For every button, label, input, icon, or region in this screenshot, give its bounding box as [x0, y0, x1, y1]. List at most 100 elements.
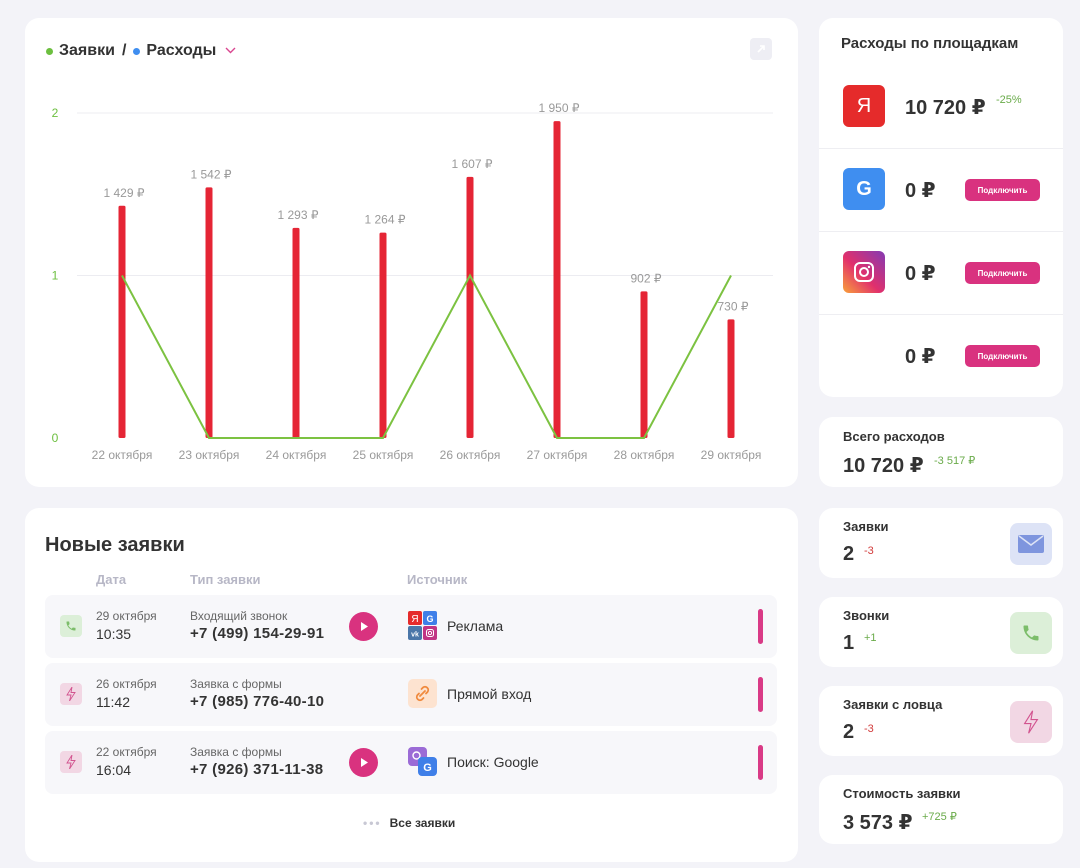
legend-expenses: Расходы [146, 42, 217, 59]
lead-phone: +7 (985) 776-40-10 [190, 693, 325, 710]
y-tick-label: 0 [52, 431, 59, 445]
play-button[interactable] [349, 612, 378, 641]
chart-legend[interactable]: Заявки / Расходы [46, 42, 236, 60]
platform-expenses-card: Расходы по площадкам Я 10 720 ₽ -25% G 0… [819, 18, 1063, 397]
bar-value-label: 1 429 ₽ [104, 186, 145, 200]
lead-status-bar [758, 745, 763, 780]
expense-bar [640, 291, 648, 438]
stat-change: +1 [864, 632, 877, 644]
bar-value-label: 1 950 ₽ [539, 101, 580, 115]
x-tick-label: 29 октября [701, 448, 762, 462]
bar-value-label: 1 542 ₽ [191, 167, 232, 181]
expense-bar [118, 205, 126, 438]
google-logo-text: G [856, 177, 872, 200]
lead-time: 11:42 [96, 694, 130, 710]
stat-label: Заявки [843, 519, 889, 534]
lead-time: 16:04 [96, 762, 132, 778]
stat-card-catcher-leads: Заявки с ловца 2 -3 [819, 686, 1063, 756]
stat-card-calls: Звонки 1 +1 [819, 597, 1063, 667]
all-leads-link[interactable]: ••• Все заявки [363, 816, 455, 830]
mail-icon [1010, 523, 1052, 565]
new-leads-card: Новые заявки Дата Тип заявки Источник 29… [25, 508, 798, 862]
dots-icon: ••• [363, 816, 382, 830]
svg-text:Я: Я [411, 614, 418, 625]
platform-amount: 10 720 ₽ [905, 97, 986, 119]
stat-value: 2 [843, 721, 855, 743]
connect-platform-button[interactable]: Подключить [965, 345, 1040, 367]
google-logo-icon: G [843, 168, 885, 210]
platform-row-unknown: 0 ₽ Подключить [819, 315, 1063, 398]
stat-label: Стоимость заявки [843, 786, 961, 801]
total-value: 10 720 ₽ [843, 455, 924, 477]
play-button[interactable] [349, 748, 378, 777]
lead-row[interactable]: 26 октября 11:42 Заявка с формы +7 (985)… [45, 663, 777, 726]
y-tick-label: 1 [52, 269, 59, 283]
total-expenses-card: Всего расходов 10 720 ₽ -3 517 ₽ [819, 417, 1063, 487]
stat-change: -3 [864, 723, 874, 735]
search-google-icon: G [408, 747, 437, 776]
lead-status-bar [758, 677, 763, 712]
platform-amount: 0 ₽ [905, 180, 936, 202]
lead-date: 22 октября [96, 745, 157, 759]
expense-bar [292, 227, 300, 438]
lead-source: Реклама [447, 618, 504, 634]
lightning-icon [1010, 701, 1052, 743]
stat-value: 3 573 ₽ [843, 812, 913, 834]
lead-type: Заявка с формы [190, 677, 282, 691]
platform-row-instagram: 0 ₽ Подключить [819, 232, 1063, 315]
lead-phone: +7 (499) 154-29-91 [190, 625, 325, 642]
chart-plot: 0 1 2 1 429 ₽ 1 542 ₽ 1 293 ₽ 1 264 ₽ 1 607 ₽ 1 … [52, 101, 773, 462]
svg-text:vk: vk [411, 632, 419, 639]
multi-source-icon: Я G vk [408, 611, 437, 640]
expense-bar [205, 187, 213, 438]
platform-amount: 0 ₽ [905, 346, 936, 368]
expense-bar [379, 232, 387, 438]
expense-bar [727, 319, 735, 438]
platform-row-yandex: Я 10 720 ₽ -25% [819, 66, 1063, 149]
stat-change: -3 [864, 545, 874, 557]
chevron-down-icon[interactable] [225, 43, 236, 57]
lead-source: Поиск: Google [447, 754, 539, 770]
x-tick-label: 23 октября [179, 448, 240, 462]
bar-value-label: 1 607 ₽ [452, 157, 493, 171]
platform-change: -25% [996, 94, 1022, 106]
stat-change: +725 ₽ [922, 811, 957, 823]
legend-leads: Заявки [59, 42, 115, 59]
play-icon [360, 758, 368, 767]
yandex-logo-text: Я [856, 94, 872, 117]
platforms-title: Расходы по площадкам [841, 35, 1019, 52]
bar-value-label: 1 293 ₽ [278, 208, 319, 222]
total-change: -3 517 ₽ [934, 455, 976, 467]
column-source: Источник [407, 572, 468, 587]
x-tick-label: 27 октября [527, 448, 588, 462]
leads-dot-icon [46, 47, 53, 55]
column-date: Дата [96, 572, 127, 587]
lead-date: 29 октября [96, 609, 157, 623]
instagram-logo-icon [843, 251, 885, 293]
bar-value-label: 1 264 ₽ [365, 213, 406, 227]
lead-row[interactable]: 29 октября 10:35 Входящий звонок +7 (499… [45, 595, 777, 658]
lead-row[interactable]: 22 октября 16:04 Заявка с формы +7 (926)… [45, 731, 777, 794]
lead-type: Входящий звонок [190, 609, 288, 623]
svg-text:G: G [423, 762, 432, 774]
bar-value-label: 730 ₽ [718, 299, 749, 313]
expense-bar [466, 176, 474, 439]
legend-separator: / [121, 42, 127, 59]
play-icon [360, 622, 368, 631]
y-tick-label: 2 [52, 106, 59, 120]
platform-amount: 0 ₽ [905, 263, 936, 285]
lead-status-bar [758, 609, 763, 644]
expense-bar [553, 121, 561, 438]
lead-type: Заявка с формы [190, 745, 282, 759]
svg-text:G: G [426, 614, 433, 624]
connect-google-button[interactable]: Подключить [965, 179, 1040, 201]
link-icon [408, 679, 437, 708]
x-tick-label: 28 октября [614, 448, 675, 462]
expand-icon[interactable] [750, 38, 772, 60]
x-tick-label: 26 октября [440, 448, 501, 462]
stat-value: 2 [843, 543, 855, 565]
stat-card-leads: Заявки 2 -3 [819, 508, 1063, 578]
phone-icon [1010, 612, 1052, 654]
stat-value: 1 [843, 632, 855, 654]
connect-instagram-button[interactable]: Подключить [965, 262, 1040, 284]
